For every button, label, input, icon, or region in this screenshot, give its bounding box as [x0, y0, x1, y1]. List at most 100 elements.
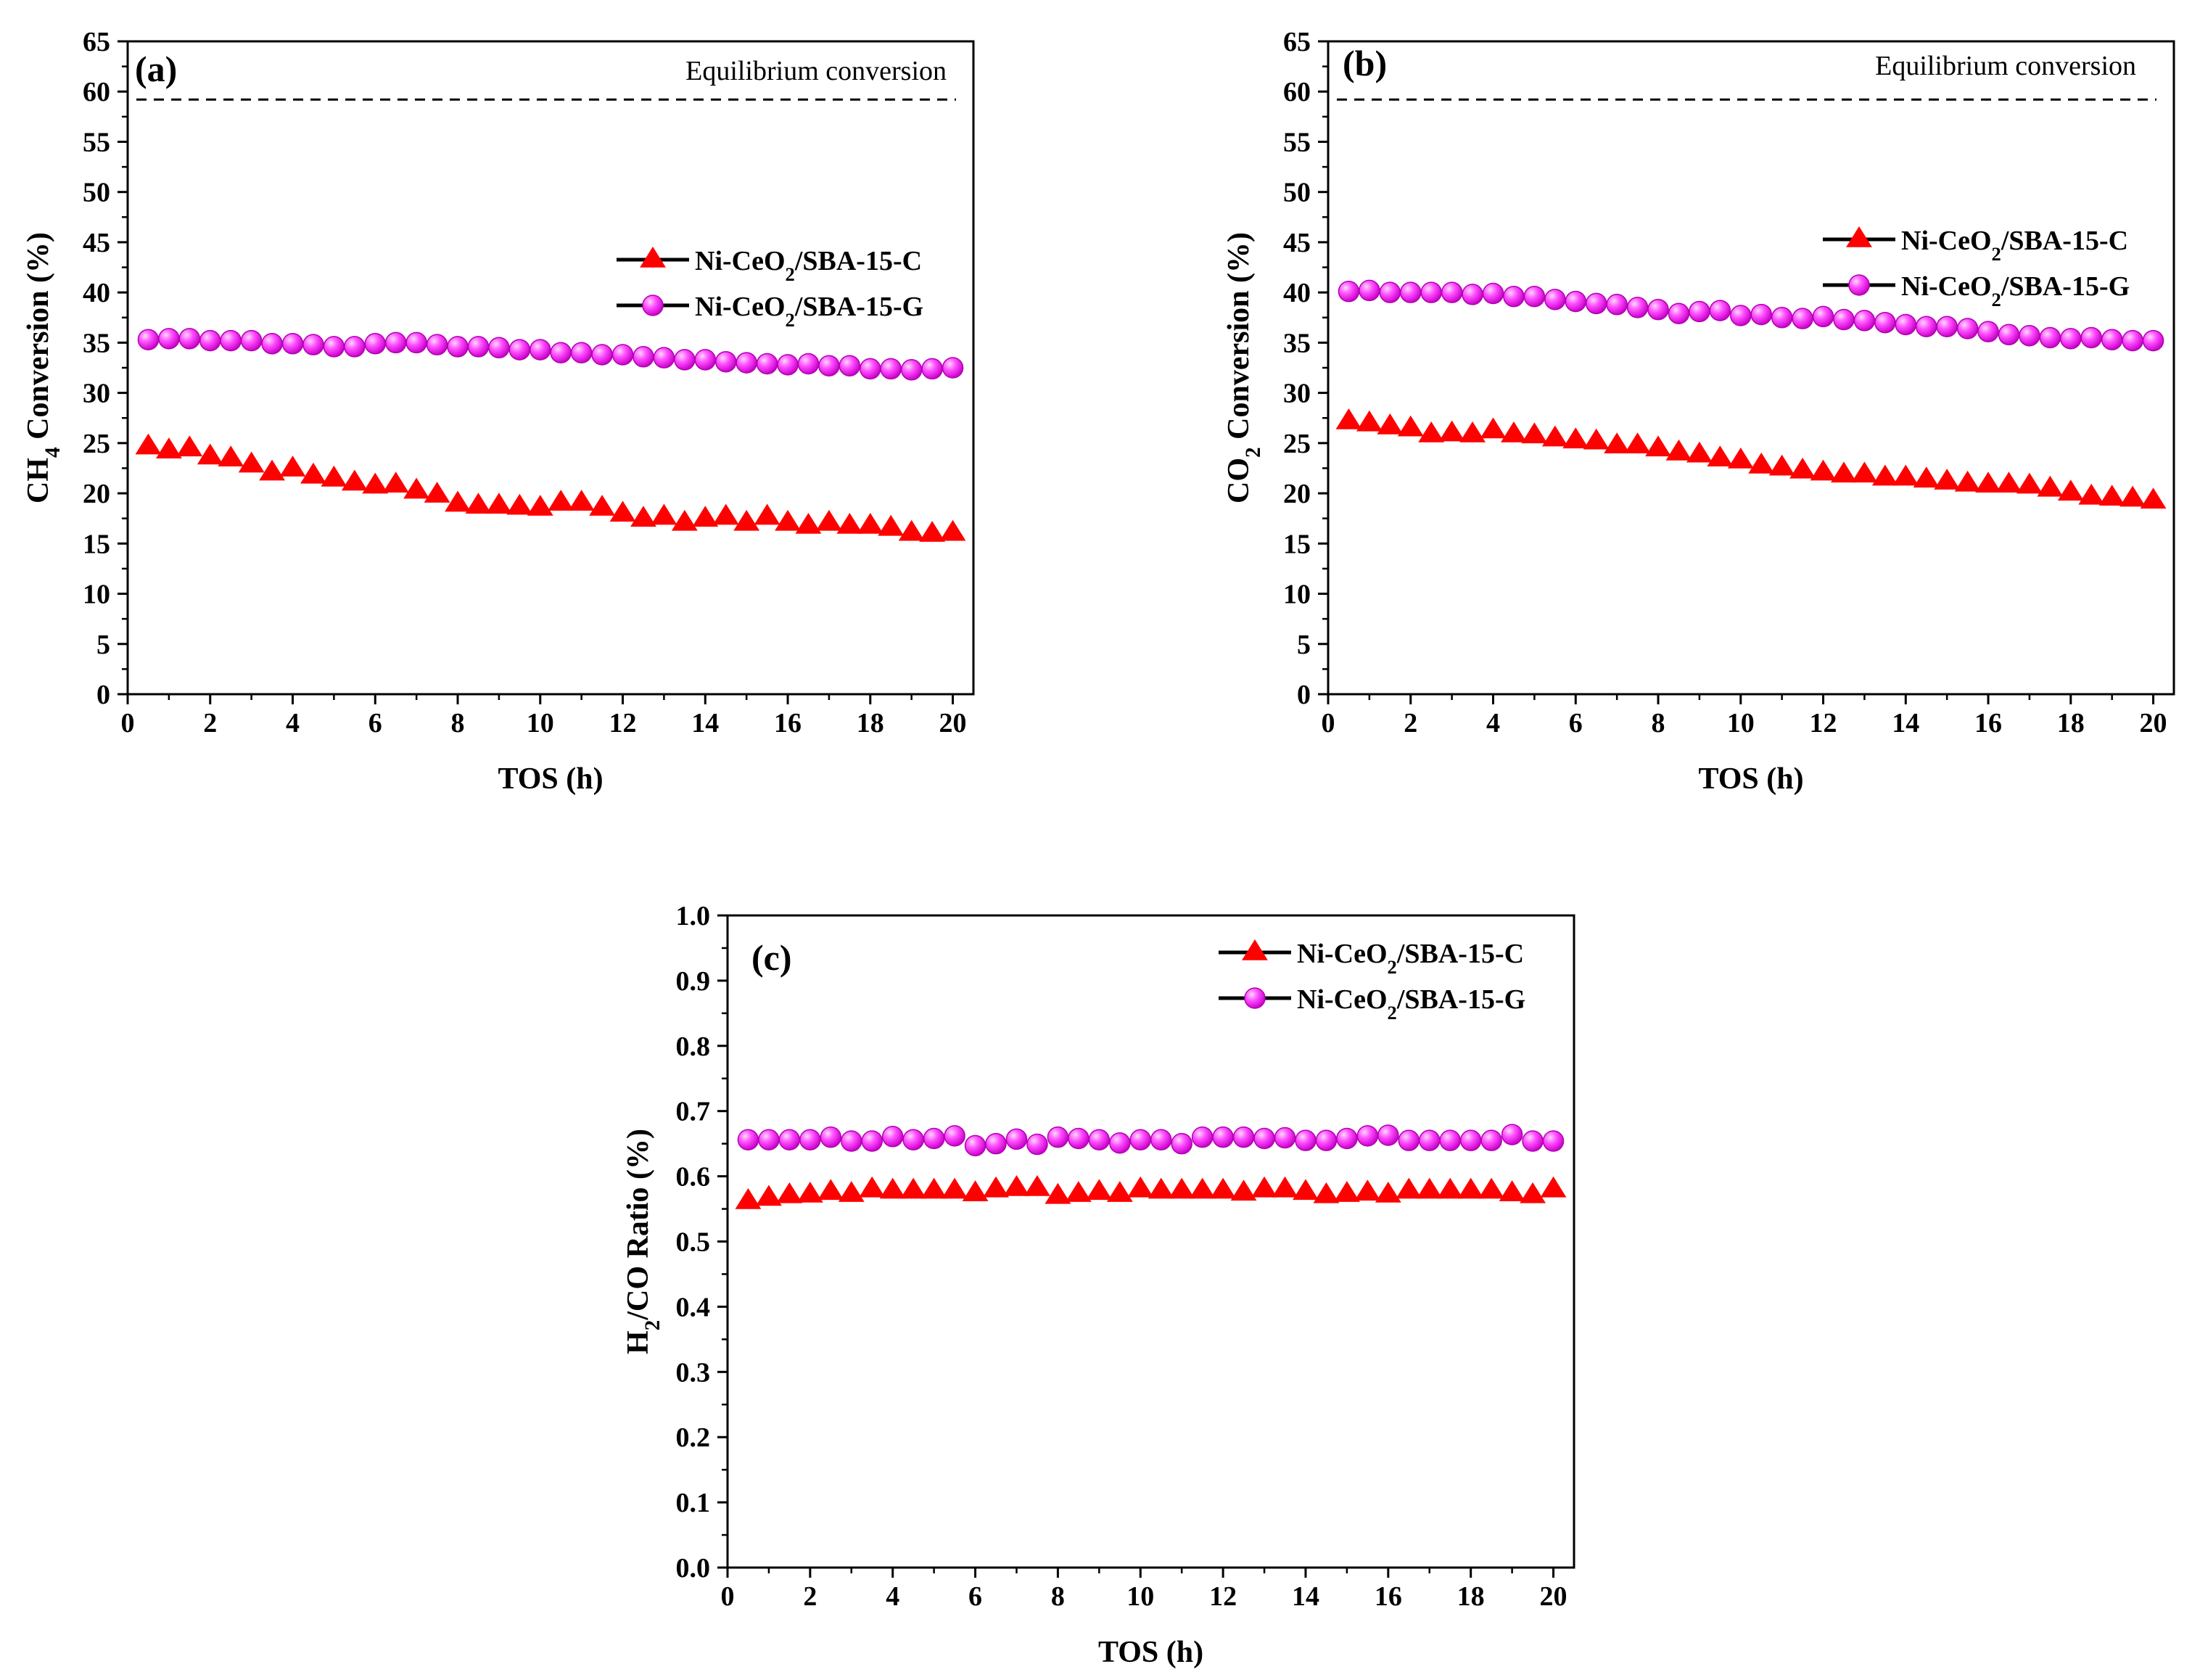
series-c-point	[465, 493, 492, 514]
series-g-point	[2039, 326, 2061, 349]
series-c-point	[1810, 459, 1837, 481]
x-tick-label: 2	[803, 1581, 817, 1612]
y-tick-label: 0.5	[676, 1227, 711, 1258]
series-g-point	[488, 337, 510, 359]
series-c-point	[403, 477, 430, 499]
series-c-point	[279, 456, 306, 477]
y-tick-label: 35	[83, 328, 110, 358]
series-c-point	[485, 493, 512, 514]
series-g-point	[942, 357, 964, 379]
series-c-point	[341, 469, 368, 491]
series-c-point	[1934, 469, 1961, 490]
series-g-point	[1439, 1129, 1461, 1151]
series-c-point	[1148, 1177, 1174, 1199]
series-c-point	[1354, 1179, 1381, 1201]
legend-sphere-marker	[1848, 274, 1870, 296]
series-c-point	[900, 1177, 927, 1199]
series-g-point	[240, 329, 263, 352]
series-c-point	[816, 509, 842, 531]
series-g-point	[1874, 311, 1896, 334]
series-g-point	[1750, 303, 1772, 326]
y-tick-label: 0	[1297, 680, 1311, 710]
series-g-point	[1379, 281, 1401, 303]
legend-entry-label: Ni-CeO2/SBA-15-G	[695, 292, 923, 331]
series-c-point	[1169, 1177, 1195, 1199]
series-c-point	[1210, 1177, 1237, 1199]
series-g-point	[1833, 308, 1855, 331]
y-tick-label: 0.9	[676, 966, 711, 997]
series-c-point	[1396, 1177, 1422, 1199]
series-c-point	[1871, 464, 1898, 486]
x-tick-label: 8	[1652, 708, 1665, 738]
series-c-point	[1356, 410, 1383, 432]
series-g-point	[674, 349, 696, 371]
series-g-point	[1812, 305, 1834, 328]
series-c-point	[754, 503, 780, 525]
legend-triangle-marker	[1242, 939, 1268, 960]
x-tick-label: 4	[1486, 708, 1500, 738]
legend-entry-label: Ni-CeO2/SBA-15-G	[1901, 271, 2130, 310]
series-g-point	[944, 1125, 965, 1147]
series-g-point	[570, 342, 593, 363]
series-c-point	[2037, 475, 2064, 497]
series-g-point	[1771, 307, 1793, 329]
series-g-point	[1109, 1132, 1131, 1154]
y-tick-label: 5	[96, 630, 110, 660]
y-tick-label: 35	[1283, 328, 1311, 358]
y-tick-label: 20	[1283, 479, 1311, 509]
series-g-point	[2122, 329, 2143, 352]
y-tick-label: 45	[1283, 228, 1311, 258]
x-tick-label: 12	[1810, 708, 1837, 738]
series-g-point	[1523, 285, 1546, 308]
series-c-point	[1892, 464, 1919, 486]
series-g-point	[1480, 1129, 1502, 1151]
series-g-point	[1088, 1129, 1111, 1151]
legend-entry-label: Ni-CeO2/SBA-15-G	[1297, 984, 1525, 1024]
x-tick-label: 20	[1540, 1581, 1567, 1612]
series-g-point	[1377, 1124, 1399, 1146]
panel-label: (a)	[135, 49, 177, 89]
series-g-point	[302, 334, 324, 355]
x-tick-label: 16	[774, 708, 802, 738]
y-tick-label: 0.4	[676, 1292, 711, 1322]
series-c-point	[548, 490, 574, 511]
series-g-point	[178, 328, 201, 350]
panel-label: (b)	[1343, 43, 1387, 83]
series-c-point	[2098, 485, 2125, 506]
series-g-point	[261, 333, 283, 355]
y-tick-label: 50	[83, 178, 110, 208]
y-tick-label: 55	[1283, 127, 1311, 157]
series-g-point	[1295, 1129, 1317, 1151]
series-c-point	[712, 503, 739, 525]
series-c-point	[197, 443, 223, 465]
series-c-point	[1418, 421, 1445, 442]
series-g-point	[1419, 1129, 1441, 1151]
series-g-point	[1606, 294, 1628, 316]
series-g-point	[1441, 281, 1463, 303]
series-c-point	[155, 437, 182, 458]
panel-label: (c)	[751, 937, 792, 978]
series-g-point	[1853, 310, 1876, 332]
series-g-point	[1956, 318, 1979, 339]
series-g-point	[1792, 308, 1813, 329]
series-g-point	[839, 355, 861, 376]
legend-triangle-marker	[640, 247, 666, 268]
series-g-point	[591, 344, 613, 366]
x-tick-label: 14	[1892, 708, 1919, 738]
series-g-point	[2101, 329, 2123, 350]
series-g-point	[1585, 292, 1607, 315]
series-c-point	[795, 513, 822, 534]
y-tick-label: 10	[83, 580, 110, 610]
series-c-point	[1377, 413, 1404, 435]
series-c-point	[2016, 472, 2043, 494]
series-c-point	[424, 482, 450, 503]
series-c-point	[1540, 1176, 1567, 1198]
series-g-point	[158, 328, 180, 350]
legend-triangle-marker	[1846, 226, 1872, 247]
x-tick-label: 10	[1727, 708, 1755, 738]
series-c-point	[1478, 1177, 1505, 1199]
legend: Ni-CeO2/SBA-15-C Ni-CeO2/SBA-15-G	[1823, 226, 2130, 310]
y-axis-title: CO2 Conversion (%)	[1222, 232, 1265, 503]
series-c-point	[1707, 445, 1734, 467]
series-c-point	[1686, 441, 1713, 463]
